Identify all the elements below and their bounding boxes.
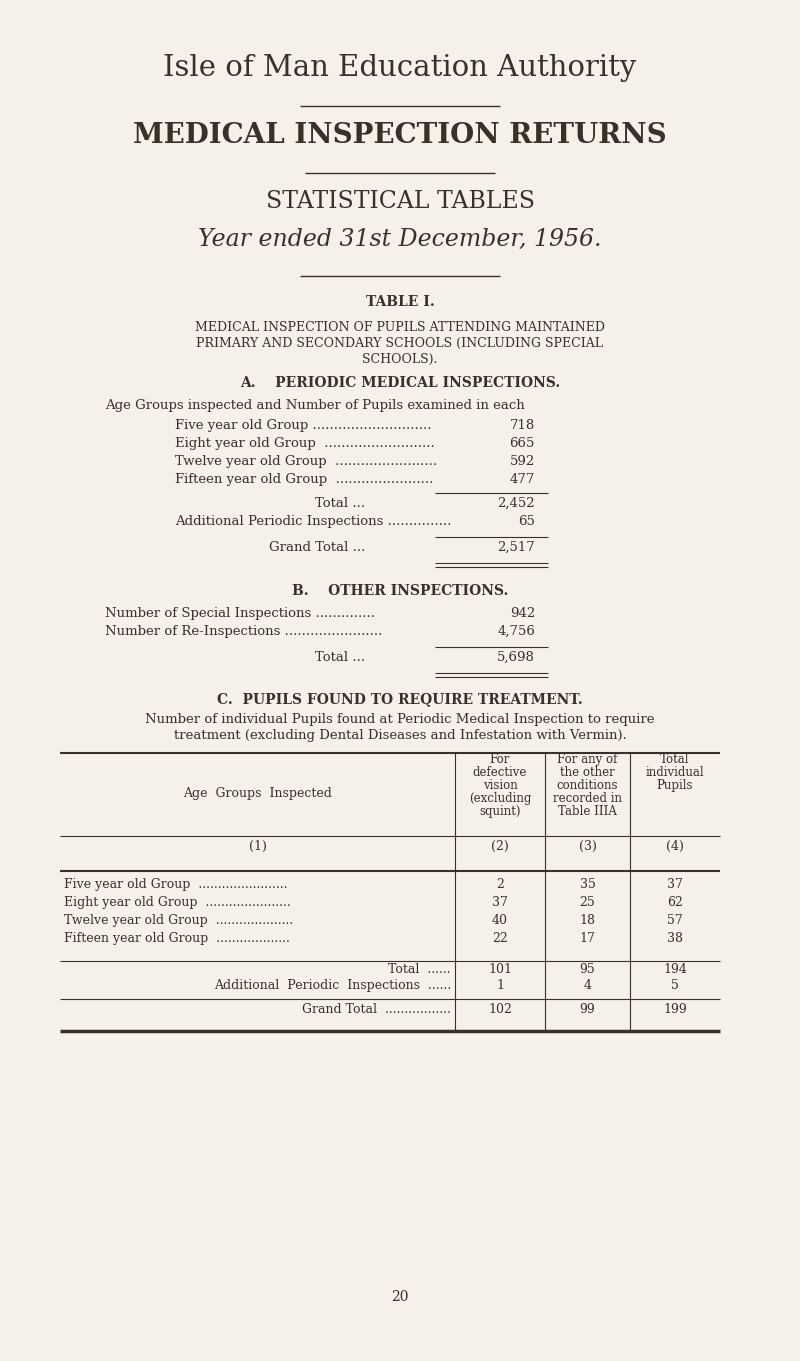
- Text: 57: 57: [667, 915, 683, 927]
- Text: (excluding: (excluding: [469, 792, 531, 804]
- Text: 18: 18: [579, 915, 595, 927]
- Text: 22: 22: [492, 932, 508, 945]
- Text: Five year old Group ............................: Five year old Group ....................…: [175, 419, 431, 431]
- Text: Twelve year old Group  ....................: Twelve year old Group ..................…: [64, 915, 294, 927]
- Text: 17: 17: [579, 932, 595, 945]
- Text: 38: 38: [667, 932, 683, 945]
- Text: Total ...: Total ...: [315, 651, 365, 664]
- Text: 665: 665: [510, 437, 535, 450]
- Text: (1): (1): [249, 840, 266, 853]
- Text: A.    PERIODIC MEDICAL INSPECTIONS.: A. PERIODIC MEDICAL INSPECTIONS.: [240, 376, 560, 391]
- Text: TABLE I.: TABLE I.: [366, 295, 434, 309]
- Text: 199: 199: [663, 1003, 687, 1017]
- Text: SCHOOLS).: SCHOOLS).: [362, 352, 438, 366]
- Text: recorded in: recorded in: [553, 792, 622, 804]
- Text: defective: defective: [473, 766, 527, 778]
- Text: Fifteen year old Group  .......................: Fifteen year old Group .................…: [175, 474, 434, 486]
- Text: 477: 477: [510, 474, 535, 486]
- Text: Twelve year old Group  ........................: Twelve year old Group ..................…: [175, 455, 437, 468]
- Text: Isle of Man Education Authority: Isle of Man Education Authority: [163, 54, 637, 82]
- Text: 5,698: 5,698: [497, 651, 535, 664]
- Text: 101: 101: [488, 964, 512, 976]
- Text: MEDICAL INSPECTION OF PUPILS ATTENDING MAINTAINED: MEDICAL INSPECTION OF PUPILS ATTENDING M…: [195, 321, 605, 333]
- Text: 592: 592: [510, 455, 535, 468]
- Text: vision: vision: [482, 778, 518, 792]
- Text: Table IIIA: Table IIIA: [558, 804, 617, 818]
- Text: 4,756: 4,756: [497, 625, 535, 638]
- Text: MEDICAL INSPECTION RETURNS: MEDICAL INSPECTION RETURNS: [133, 122, 667, 148]
- Text: Total: Total: [660, 753, 690, 766]
- Text: Age  Groups  Inspected: Age Groups Inspected: [183, 787, 332, 800]
- Text: Year ended 31st December, 1956.: Year ended 31st December, 1956.: [198, 229, 602, 250]
- Text: 37: 37: [667, 878, 683, 891]
- Text: 65: 65: [518, 514, 535, 528]
- Text: Additional Periodic Inspections ...............: Additional Periodic Inspections ........…: [175, 514, 451, 528]
- Text: STATISTICAL TABLES: STATISTICAL TABLES: [266, 191, 534, 214]
- Text: Number of Re-Inspections .......................: Number of Re-Inspections ...............…: [105, 625, 382, 638]
- Text: Grand Total ...: Grand Total ...: [269, 542, 365, 554]
- Text: 95: 95: [580, 964, 595, 976]
- Text: Number of Special Inspections ..............: Number of Special Inspections ..........…: [105, 607, 375, 621]
- Text: 194: 194: [663, 964, 687, 976]
- Text: 20: 20: [391, 1290, 409, 1304]
- Text: Eight year old Group  ..........................: Eight year old Group ...................…: [175, 437, 434, 450]
- Text: Total  ......: Total ......: [388, 964, 451, 976]
- Text: B.    OTHER INSPECTIONS.: B. OTHER INSPECTIONS.: [292, 584, 508, 597]
- Text: Additional  Periodic  Inspections  ......: Additional Periodic Inspections ......: [214, 979, 451, 992]
- Text: 99: 99: [580, 1003, 595, 1017]
- Text: treatment (excluding Dental Diseases and Infestation with Vermin).: treatment (excluding Dental Diseases and…: [174, 729, 626, 742]
- Text: (3): (3): [578, 840, 597, 853]
- Text: 62: 62: [667, 896, 683, 909]
- Text: For any of: For any of: [558, 753, 618, 766]
- Text: individual: individual: [646, 766, 704, 778]
- Text: 102: 102: [488, 1003, 512, 1017]
- Text: Total ...: Total ...: [315, 497, 365, 510]
- Text: Number of individual Pupils found at Periodic Medical Inspection to require: Number of individual Pupils found at Per…: [146, 713, 654, 725]
- Text: Grand Total  .................: Grand Total .................: [302, 1003, 451, 1017]
- Text: 25: 25: [580, 896, 595, 909]
- Text: 37: 37: [492, 896, 508, 909]
- Text: Five year old Group  .......................: Five year old Group ....................…: [64, 878, 287, 891]
- Text: For: For: [490, 753, 510, 766]
- Text: C.  PUPILS FOUND TO REQUIRE TREATMENT.: C. PUPILS FOUND TO REQUIRE TREATMENT.: [217, 691, 583, 706]
- Text: 5: 5: [671, 979, 679, 992]
- Text: 4: 4: [583, 979, 591, 992]
- Text: 35: 35: [579, 878, 595, 891]
- Text: 2,517: 2,517: [498, 542, 535, 554]
- Text: conditions: conditions: [557, 778, 618, 792]
- Text: 718: 718: [510, 419, 535, 431]
- Text: the other: the other: [560, 766, 615, 778]
- Text: 942: 942: [510, 607, 535, 621]
- Text: 2,452: 2,452: [498, 497, 535, 510]
- Text: squint): squint): [479, 804, 521, 818]
- Text: (4): (4): [666, 840, 684, 853]
- Text: Eight year old Group  ......................: Eight year old Group ...................…: [64, 896, 290, 909]
- Text: 1: 1: [496, 979, 504, 992]
- Text: Age Groups inspected and Number of Pupils examined in each: Age Groups inspected and Number of Pupil…: [105, 399, 525, 412]
- Text: Pupils: Pupils: [657, 778, 694, 792]
- Text: Fifteen year old Group  ...................: Fifteen year old Group .................…: [64, 932, 290, 945]
- Text: 40: 40: [492, 915, 508, 927]
- Text: (2): (2): [491, 840, 509, 853]
- Text: PRIMARY AND SECONDARY SCHOOLS (INCLUDING SPECIAL: PRIMARY AND SECONDARY SCHOOLS (INCLUDING…: [197, 338, 603, 350]
- Text: 2: 2: [496, 878, 504, 891]
